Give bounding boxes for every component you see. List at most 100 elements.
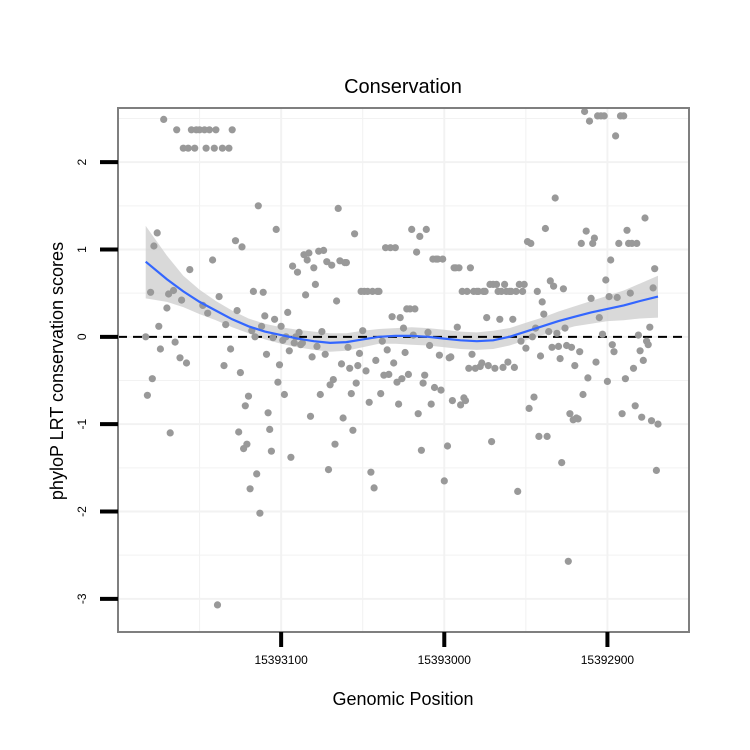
y-axis-label: phyloP LRT conservation scores bbox=[47, 242, 67, 500]
data-point bbox=[629, 364, 638, 372]
y-tick-label: 1 bbox=[75, 246, 89, 253]
data-point bbox=[427, 400, 435, 408]
data-point bbox=[579, 390, 587, 399]
data-point bbox=[274, 378, 282, 386]
data-point bbox=[160, 115, 168, 123]
data-point bbox=[321, 350, 329, 358]
data-point bbox=[212, 126, 220, 134]
data-point bbox=[582, 227, 590, 235]
data-point bbox=[236, 369, 244, 377]
data-point bbox=[421, 371, 429, 379]
data-point bbox=[615, 239, 623, 247]
data-point bbox=[608, 341, 616, 349]
data-point bbox=[396, 314, 404, 322]
data-point bbox=[355, 349, 364, 357]
data-point bbox=[413, 248, 421, 256]
data-point bbox=[244, 392, 253, 400]
data-point bbox=[186, 266, 194, 274]
data-point bbox=[218, 144, 226, 152]
data-point bbox=[287, 453, 295, 461]
data-point bbox=[422, 225, 430, 233]
data-point bbox=[388, 313, 396, 321]
data-point bbox=[416, 232, 424, 240]
data-point bbox=[540, 310, 548, 318]
panel-background bbox=[118, 108, 689, 632]
data-point bbox=[202, 144, 210, 152]
data-point bbox=[574, 415, 582, 423]
data-point bbox=[626, 289, 634, 297]
data-point bbox=[461, 397, 470, 405]
data-point bbox=[377, 390, 385, 398]
data-point bbox=[390, 359, 398, 367]
data-point bbox=[153, 229, 161, 237]
data-point bbox=[501, 280, 509, 288]
data-point bbox=[466, 264, 474, 272]
data-point bbox=[590, 234, 599, 242]
y-tick-label: -2 bbox=[75, 506, 89, 517]
data-point bbox=[564, 557, 572, 565]
data-point bbox=[439, 255, 447, 263]
data-point bbox=[233, 307, 241, 315]
data-point bbox=[620, 112, 628, 120]
data-point bbox=[156, 345, 164, 353]
data-point bbox=[408, 225, 416, 233]
data-point bbox=[163, 304, 171, 312]
data-point bbox=[249, 287, 257, 295]
data-point bbox=[222, 321, 230, 329]
data-point bbox=[228, 126, 236, 134]
data-point bbox=[329, 376, 337, 384]
data-point bbox=[638, 413, 646, 421]
data-point bbox=[264, 409, 272, 417]
data-point bbox=[618, 410, 626, 418]
data-point bbox=[241, 402, 249, 410]
data-point bbox=[275, 361, 284, 369]
data-point bbox=[484, 362, 492, 370]
data-point bbox=[346, 364, 354, 372]
data-point bbox=[440, 477, 448, 485]
data-point bbox=[519, 287, 527, 295]
data-point bbox=[652, 466, 661, 474]
data-point bbox=[496, 315, 504, 323]
data-point bbox=[331, 440, 339, 448]
data-point bbox=[510, 363, 518, 371]
data-point bbox=[559, 285, 568, 293]
axis-ticks: 15393100 15393000 15392900 -3 -2 -1 0 1 2 bbox=[75, 158, 634, 667]
data-point bbox=[509, 315, 517, 323]
data-point bbox=[647, 417, 656, 425]
data-point bbox=[499, 363, 507, 371]
data-point bbox=[395, 400, 403, 408]
data-point bbox=[367, 468, 375, 476]
data-point bbox=[530, 393, 538, 401]
data-point bbox=[639, 356, 647, 364]
data-point bbox=[289, 262, 297, 270]
data-point bbox=[584, 374, 592, 382]
data-point bbox=[311, 280, 319, 288]
data-point bbox=[419, 379, 427, 387]
data-point bbox=[302, 291, 310, 299]
data-point bbox=[155, 322, 163, 330]
data-point bbox=[548, 343, 556, 351]
data-point bbox=[536, 352, 545, 360]
data-point bbox=[554, 342, 563, 350]
data-point bbox=[398, 375, 406, 383]
data-point bbox=[150, 242, 158, 250]
data-point bbox=[535, 432, 543, 440]
data-point bbox=[306, 412, 315, 420]
data-point bbox=[543, 432, 551, 440]
data-point bbox=[333, 297, 341, 305]
data-point bbox=[437, 386, 445, 394]
data-point bbox=[567, 343, 576, 351]
data-point bbox=[262, 350, 271, 358]
data-point bbox=[520, 280, 528, 288]
data-point bbox=[266, 425, 274, 433]
data-point bbox=[169, 286, 178, 295]
data-point bbox=[453, 323, 461, 331]
data-point bbox=[595, 314, 603, 322]
data-point bbox=[316, 390, 324, 399]
data-point bbox=[178, 296, 186, 304]
data-point bbox=[334, 204, 342, 212]
data-point bbox=[566, 410, 574, 418]
data-point bbox=[527, 239, 535, 247]
data-point bbox=[385, 370, 393, 378]
data-point bbox=[272, 225, 280, 233]
